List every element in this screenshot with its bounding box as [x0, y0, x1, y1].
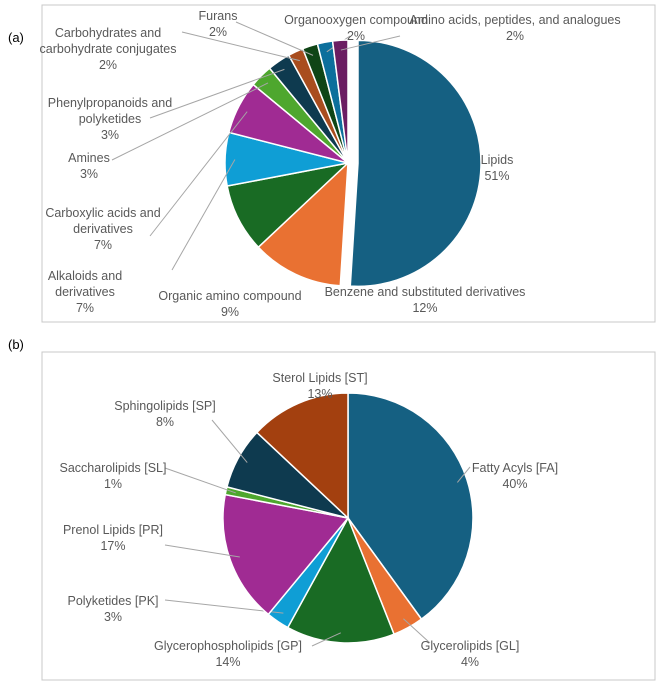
data-label: Organooxygen compound 2%: [266, 12, 446, 44]
value-label: 13%: [307, 387, 333, 401]
leader-line: [164, 544, 240, 558]
value-label: 2%: [346, 29, 366, 43]
panel-label: (a): [8, 30, 24, 45]
data-label: Amino acids, peptides, and analogues 2%: [395, 12, 635, 44]
leader-line: [149, 68, 285, 119]
category-label: Polyketides [PK]: [67, 594, 159, 608]
category-label: Sterol Lipids [ST]: [272, 371, 368, 385]
data-label: Sterol Lipids [ST] 13%: [255, 370, 385, 402]
leader-line: [111, 82, 269, 161]
leader-line: [235, 21, 314, 56]
data-label: Saccharolipids [SL] 1%: [58, 460, 168, 492]
category-label: Fatty Acyls [FA]: [471, 461, 559, 475]
pie-slice: [255, 392, 349, 520]
data-label: Sphingolipids [SP] 8%: [105, 398, 225, 430]
panel-label: (b): [8, 337, 24, 352]
category-label: Organooxygen compound: [284, 13, 428, 27]
value-label: 40%: [502, 477, 528, 491]
data-label: Polyketides [PK] 3%: [58, 593, 168, 625]
leader-line: [403, 618, 431, 644]
value-label: 2%: [98, 58, 118, 72]
category-label: Sphingolipids [SP]: [114, 399, 216, 413]
value-label: 7%: [75, 301, 95, 315]
value-label: 2%: [505, 29, 525, 43]
value-label: 2%: [208, 25, 228, 39]
data-label: Lipids 51%: [467, 152, 527, 184]
leader-line: [311, 632, 341, 647]
category-label: Saccharolipids [SL]: [59, 461, 167, 475]
category-label: Carboxylic acids and derivatives: [45, 206, 161, 236]
value-label: 51%: [484, 169, 510, 183]
category-label: Organic amino compound: [158, 289, 302, 303]
data-label: Benzene and substituted derivatives 12%: [310, 284, 540, 316]
category-label: Prenol Lipids [PR]: [62, 523, 164, 537]
category-label: Lipids: [480, 153, 514, 167]
pie-slice: [349, 39, 482, 288]
leader-line: [456, 466, 471, 483]
category-label: Amino acids, peptides, and analogues: [409, 13, 621, 27]
panel-frame: [41, 4, 656, 323]
data-label: Fatty Acyls [FA] 40%: [455, 460, 575, 492]
data-label: Prenol Lipids [PR] 17%: [48, 522, 178, 554]
value-label: 3%: [100, 128, 120, 142]
value-label: 3%: [79, 167, 99, 181]
leader-line: [181, 31, 300, 62]
data-label: Furans 2%: [188, 8, 248, 40]
value-label: 14%: [215, 655, 241, 669]
data-label: Phenylpropanoids and polyketides 3%: [35, 95, 185, 143]
value-label: 7%: [93, 238, 113, 252]
category-label: Glycerolipids [GL]: [420, 639, 520, 653]
category-label: Phenylpropanoids and polyketides: [47, 96, 173, 126]
panel-frame: [41, 351, 656, 681]
category-label: Amines: [68, 151, 110, 165]
value-label: 3%: [103, 610, 123, 624]
pie-slice: [347, 392, 474, 621]
pie-slice: [222, 493, 350, 616]
data-label: Amines 3%: [49, 150, 129, 182]
category-label: Furans: [198, 9, 238, 23]
pie-slice: [286, 516, 395, 644]
pie-slice: [257, 161, 349, 287]
pie-slice: [331, 39, 349, 164]
value-label: 9%: [220, 305, 240, 319]
value-label: 17%: [100, 539, 126, 553]
leader-line: [149, 111, 248, 237]
category-label: Glycerophospholipids [GP]: [154, 639, 302, 653]
data-label: Glycerophospholipids [GP] 14%: [138, 638, 318, 670]
category-label: Alkaloids and derivatives: [47, 269, 123, 299]
leader-line: [171, 159, 236, 271]
leader-line: [164, 467, 236, 494]
data-label: Alkaloids and derivatives 7%: [25, 268, 145, 316]
leader-line: [340, 35, 401, 51]
value-label: 1%: [103, 477, 123, 491]
data-label: Carboxylic acids and derivatives 7%: [43, 205, 163, 253]
data-label: Carbohydrates and carbohydrate conjugate…: [38, 25, 178, 73]
value-label: 4%: [460, 655, 480, 669]
category-label: Carbohydrates and carbohydrate conjugate…: [39, 26, 177, 56]
category-label: Benzene and substituted derivatives: [324, 285, 526, 299]
value-label: 12%: [412, 301, 438, 315]
data-label: Organic amino compound 9%: [145, 288, 315, 320]
value-label: 8%: [155, 415, 175, 429]
leader-line: [211, 419, 248, 463]
data-label: Glycerolipids [GL] 4%: [410, 638, 530, 670]
